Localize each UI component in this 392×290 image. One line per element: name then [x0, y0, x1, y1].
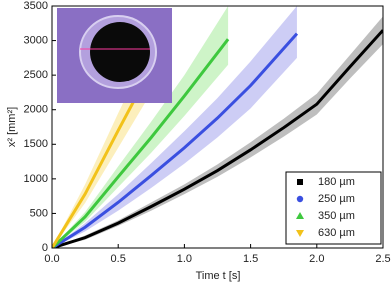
- y-tick-label: 1000: [24, 173, 48, 185]
- x-tick-label: 2.5: [375, 253, 390, 265]
- inset-hole: [90, 22, 150, 82]
- x-tick-label: 2.0: [309, 253, 324, 265]
- x-tick-label: 1.0: [177, 253, 192, 265]
- legend-label: 250 µm: [318, 193, 355, 205]
- y-tick-label: 2500: [24, 69, 48, 81]
- series-line: [52, 38, 230, 248]
- legend-label: 630 µm: [318, 227, 355, 239]
- plot-frame: [51, 5, 384, 249]
- x-tick-label: 0.5: [111, 253, 126, 265]
- legend-marker: [297, 179, 303, 185]
- y-tick-label: 3500: [24, 0, 48, 12]
- y-tick-label: 1500: [24, 138, 48, 150]
- x-tick-label: 0.0: [44, 253, 59, 265]
- y-tick-label: 0: [42, 242, 48, 254]
- y-axis-title: x² [mm²]: [6, 107, 18, 147]
- series-line: [52, 32, 299, 248]
- y-tick-label: 2000: [24, 104, 48, 116]
- legend-label: 350 µm: [318, 210, 355, 222]
- x-axis-title: Time t [s]: [196, 270, 241, 282]
- x-tick-label: 1.5: [243, 253, 258, 265]
- legend-marker: [296, 212, 304, 219]
- legend-marker: [296, 195, 304, 203]
- legend-label: 180 µm: [318, 176, 355, 188]
- y-tick-label: 500: [30, 207, 48, 219]
- legend-marker: [296, 230, 304, 237]
- y-tick-label: 3000: [24, 34, 48, 46]
- series-line: [52, 29, 383, 248]
